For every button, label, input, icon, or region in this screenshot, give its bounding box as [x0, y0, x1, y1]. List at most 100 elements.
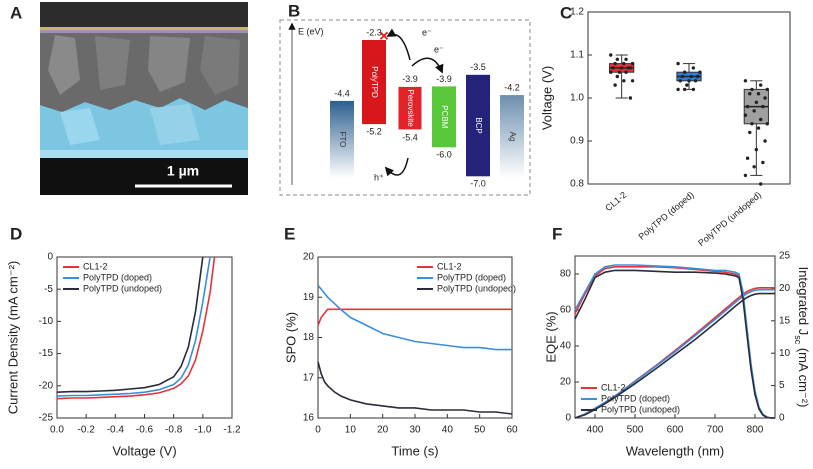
- legend-label: PolyTPD (undoped): [601, 404, 680, 414]
- data-point: [758, 182, 763, 186]
- level-label: -3.9: [436, 74, 452, 84]
- data-point: [743, 79, 748, 83]
- y-tick-label: -10: [39, 316, 54, 327]
- x-tick-label: -1.0: [194, 425, 212, 436]
- charge-label: e⁻: [434, 44, 444, 54]
- y-tick-label: 60: [560, 305, 572, 316]
- arrow: [411, 57, 444, 74]
- level-label: -7.0: [470, 179, 486, 189]
- data-point: [622, 79, 626, 83]
- energy-band: [330, 100, 354, 178]
- y-axis-label: SPO (%): [283, 312, 298, 363]
- material-label: Perovskite: [406, 89, 415, 127]
- y2-tick-label: 5: [779, 380, 785, 391]
- data-point: [745, 104, 750, 109]
- material-label: FTO: [338, 132, 347, 148]
- data-point: [617, 70, 622, 74]
- material-label: Ag: [508, 132, 517, 142]
- data-line: [574, 288, 775, 419]
- data-point: [763, 96, 767, 100]
- x-tick-label: 800: [747, 425, 764, 436]
- data-point: [687, 79, 691, 83]
- charge-label: e⁻: [422, 27, 432, 37]
- panel-label: B: [288, 1, 300, 20]
- data-point: [680, 74, 685, 79]
- x-axis-label: Voltage (V): [112, 443, 176, 458]
- y-tick-label: -5: [44, 284, 53, 295]
- data-point: [758, 83, 763, 87]
- data-point: [624, 70, 628, 74]
- data-point: [693, 79, 698, 83]
- energy-band: [362, 40, 386, 125]
- data-line: [56, 256, 204, 393]
- y2-axis-label-part: sc: [793, 335, 803, 345]
- x-tick-label: -1.2: [223, 425, 241, 436]
- legend-label: PolyTPD (doped): [601, 393, 670, 403]
- data-line: [56, 256, 211, 397]
- legend-label: CL1-2: [437, 261, 462, 271]
- legend-label: PolyTPD (undoped): [83, 283, 162, 293]
- data-point: [613, 83, 617, 87]
- x-tick-label: PolyTPD (doped): [637, 190, 696, 242]
- data-point: [626, 66, 630, 70]
- panel-label: D: [10, 224, 22, 243]
- x-tick-label: -0.4: [107, 425, 125, 436]
- sem-image: 1 µm: [40, 2, 248, 195]
- panel-label: F: [552, 224, 562, 243]
- material-label: PCBM: [440, 105, 449, 128]
- data-point: [619, 66, 624, 70]
- legend-label: CL1-2: [601, 382, 626, 392]
- data-point: [615, 57, 620, 61]
- data-point: [609, 70, 613, 74]
- x-tick-label: 600: [667, 425, 684, 436]
- energy-band: [466, 74, 490, 177]
- data-line: [317, 284, 512, 351]
- data-point: [752, 109, 756, 113]
- y-tick-label: -25: [39, 413, 54, 424]
- data-point: [756, 126, 761, 130]
- y-tick-label: 18: [303, 332, 315, 343]
- x-axis-label: Time (s): [391, 443, 438, 458]
- material-label: PolyTPD: [370, 66, 379, 98]
- arrow: [386, 28, 411, 61]
- x-tick-label: 10: [345, 425, 357, 436]
- material-label: BCP: [474, 117, 483, 133]
- level-label: -4.2: [504, 82, 520, 92]
- y-tick-label: 80: [560, 269, 572, 280]
- y-axis-label: EQE (%): [543, 311, 558, 362]
- data-point: [752, 165, 756, 169]
- panel-label: C: [560, 3, 572, 22]
- y-tick-label: 1.1: [570, 50, 584, 61]
- data-point: [763, 139, 767, 143]
- y2-tick-label: 0: [779, 413, 785, 424]
- data-point: [696, 74, 700, 79]
- x-tick-label: 50: [474, 425, 486, 436]
- level-label: -2.3: [366, 27, 382, 37]
- x-tick-label: 0.0: [50, 425, 64, 436]
- level-label: -4.4: [334, 88, 350, 98]
- data-line: [574, 292, 775, 419]
- x-tick-label: 60: [506, 425, 518, 436]
- x-tick-label: 0: [315, 425, 321, 436]
- data-point: [754, 100, 759, 105]
- x-tick-label: 700: [707, 425, 724, 436]
- y2-axis-label-part: (mA cm⁻²): [796, 344, 811, 407]
- data-point: [698, 70, 702, 74]
- data-point: [765, 122, 769, 126]
- data-point: [613, 61, 617, 66]
- data-line: [317, 361, 513, 415]
- x-axis-label: Wavelength (nm): [626, 443, 725, 458]
- data-point: [691, 87, 696, 92]
- y-tick-label: 19: [303, 292, 315, 303]
- level-label: -6.0: [436, 150, 452, 160]
- charge-label: h⁺: [374, 172, 384, 182]
- y-tick-label: 1.2: [570, 7, 584, 18]
- panel-label: A: [10, 3, 22, 22]
- diagram-frame: [279, 19, 531, 196]
- data-point: [609, 53, 613, 57]
- data-point: [758, 117, 763, 122]
- y-tick-label: 0.8: [570, 179, 584, 190]
- y-tick-label: 0: [47, 252, 53, 263]
- x-tick-label: PolyTPD (undoped): [696, 190, 763, 248]
